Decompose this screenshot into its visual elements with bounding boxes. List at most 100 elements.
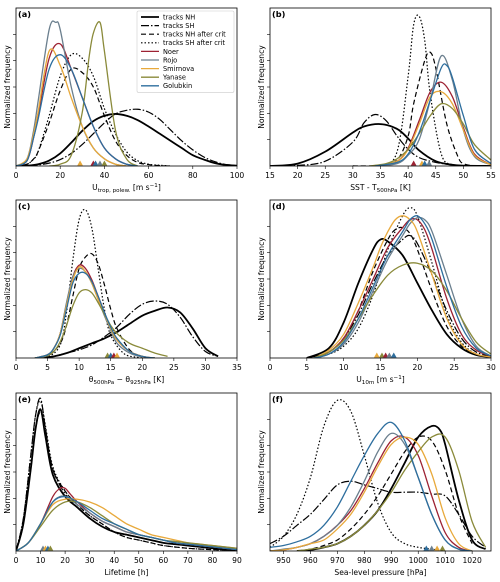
x-tick-label: 35 (232, 363, 242, 372)
median-marker (97, 160, 103, 166)
series-group (270, 399, 487, 551)
series-group (34, 208, 219, 358)
series-line-tracks-sh (16, 108, 237, 166)
panel-e: 0 10 20 30 40 50 60 70 80 90 Lifetime [h] Normalize… (3, 392, 242, 577)
x-axis-label: SST - T500hPa [K] (350, 183, 411, 194)
x-tick-label: 970 (330, 556, 345, 565)
series-line-tracks-nh-after-crit (34, 252, 155, 358)
x-axis-label: θ500hPa − θ925hPa [K] (89, 375, 164, 386)
x-tick-label: 20 (293, 171, 303, 180)
x-tick-label: 980 (357, 556, 372, 565)
legend-entry: Noer (163, 48, 179, 56)
x-tick-label: 30 (201, 363, 211, 372)
y-axis-label: Normalized frequency (3, 430, 12, 514)
plot-frame (15, 7, 238, 167)
x-tick-label: 25 (449, 363, 459, 372)
x-tick-label: 20 (137, 363, 147, 372)
x-tick-label: 990 (384, 556, 399, 565)
y-ticks (13, 226, 16, 332)
panel-label: (d) (272, 201, 286, 211)
panel-a: 0 20 40 60 80 100 Utrop, polew. [m s−1] Normali… (3, 7, 245, 194)
y-axis-label: Normalized frequency (257, 237, 266, 321)
x-axis-label: Sea-level pressure [hPa] (334, 568, 426, 577)
x-axis-label: Utrop, polew. [m s−1] (92, 183, 161, 194)
x-tick-label: 55 (486, 171, 496, 180)
series-line-golubkin (270, 421, 473, 551)
x-tick-label: 20 (55, 171, 65, 180)
series-line-tracks-sh (16, 397, 237, 551)
x-tick-label: 30 (85, 556, 95, 565)
legend-entry: tracks NH after crit (163, 31, 226, 39)
series-line-tracks-nh-after-crit (296, 435, 473, 551)
legend-entry: Yanase (162, 74, 186, 82)
series-line-tracks-sh-after-crit (16, 52, 171, 166)
median-marker (77, 160, 83, 166)
x-tick-label: 20 (60, 556, 70, 565)
x-tick-label: 100 (230, 171, 245, 180)
series-line-golubkin (34, 271, 155, 358)
x-tick-label: 50 (459, 171, 469, 180)
panel-label: (a) (18, 9, 31, 19)
legend-entry: tracks SH after crit (163, 39, 225, 47)
series-group (270, 14, 491, 166)
x-axis: 0 10 20 30 40 50 60 70 80 90 (14, 551, 242, 565)
median-marker (379, 352, 385, 358)
median-marker (434, 545, 440, 551)
y-ticks (13, 419, 16, 525)
panel-d: 0 5 10 15 20 25 30 U10m [m s−1] Normalized frequ… (257, 199, 496, 386)
x-tick-label: 5 (45, 363, 50, 372)
x-tick-label: 0 (14, 171, 19, 180)
median-marker (382, 352, 389, 358)
series-line-golubkin (16, 495, 237, 551)
x-tick-label: 15 (376, 363, 386, 372)
x-tick-label: 950 (276, 556, 291, 565)
x-axis: 15 20 25 30 35 40 45 50 55 (265, 166, 496, 180)
series-group (16, 20, 237, 166)
series-line-tracks-sh-after-crit (352, 14, 464, 166)
series-line-smirnova (34, 265, 155, 358)
series-line-smirnova (313, 215, 491, 358)
series-line-tracks-nh (16, 113, 237, 166)
x-tick-label: 960 (303, 556, 318, 565)
median-markers (40, 545, 54, 551)
x-tick-label: 20 (412, 363, 422, 372)
median-marker (410, 160, 417, 166)
y-axis-label: Normalized frequency (3, 237, 12, 321)
x-tick-label: 10 (74, 363, 84, 372)
x-tick-label: 5 (304, 363, 309, 372)
x-tick-label: 45 (431, 171, 441, 180)
median-marker (47, 545, 54, 551)
series-line-noer (16, 486, 237, 551)
x-tick-label: 1010 (436, 556, 455, 565)
legend-entry: Golubkin (163, 82, 192, 90)
series-group (306, 207, 491, 358)
median-marker (374, 352, 380, 358)
panel-label: (f) (272, 394, 283, 404)
x-tick-label: 40 (403, 171, 413, 180)
legend-entry: tracks SH (163, 22, 194, 30)
x-tick-label: 1020 (462, 556, 481, 565)
legend-entry: Rojo (163, 56, 177, 64)
x-tick-label: 10 (339, 363, 349, 372)
x-tick-label: 30 (486, 363, 496, 372)
median-marker (114, 352, 120, 358)
median-marker (423, 545, 430, 551)
series-line-yanase (34, 288, 168, 358)
series-line-rojo (270, 432, 473, 551)
series-line-tracks-nh-after-crit (16, 411, 237, 551)
x-tick-label: 70 (183, 556, 193, 565)
series-line-smirnova (270, 436, 473, 551)
series-line-rojo (374, 54, 491, 166)
panel-label: (b) (272, 9, 286, 19)
series-line-tracks-sh (270, 113, 491, 166)
x-axis: 0 20 40 60 80 100 (14, 166, 245, 180)
panel-label: (e) (18, 394, 31, 404)
median-markers (410, 160, 432, 166)
plot-frame (269, 199, 492, 359)
x-tick-label: 80 (188, 171, 198, 180)
legend-entry: tracks NH (163, 13, 195, 21)
x-tick-label: 15 (265, 171, 275, 180)
median-marker (428, 545, 435, 551)
x-tick-label: 60 (158, 556, 168, 565)
plot-frame (15, 392, 238, 552)
